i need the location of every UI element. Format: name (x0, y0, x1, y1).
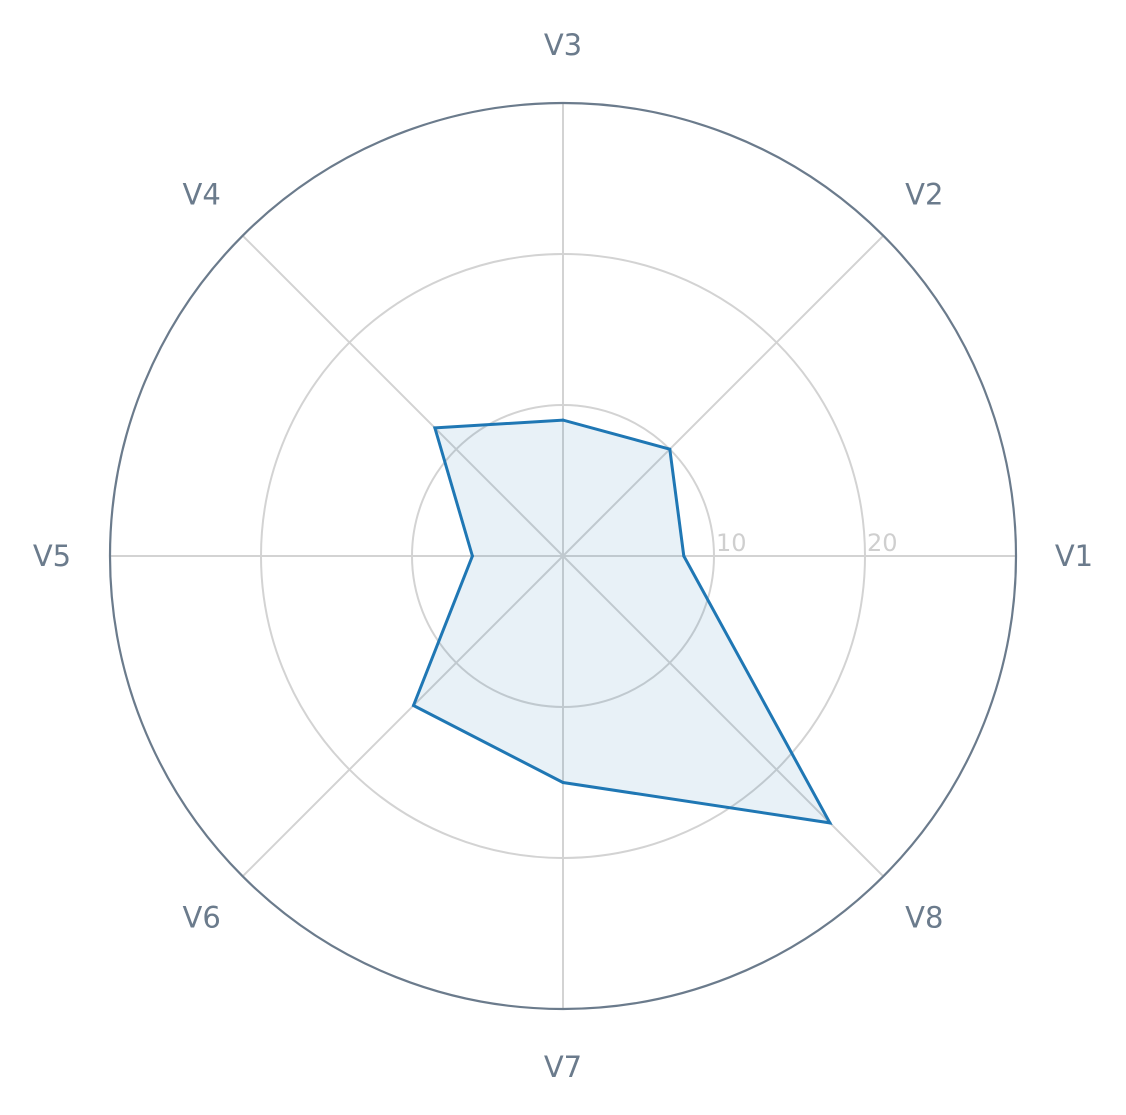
radar-series-layer (411, 418, 833, 825)
data-point-v7 (561, 781, 565, 784)
axis-label-v2: V2 (905, 178, 943, 212)
data-point-v6 (412, 703, 416, 707)
spoke-v2 (562, 234, 885, 557)
ring-label-10: 10 (716, 529, 747, 557)
spoke-v4 (241, 234, 564, 557)
axis-label-v1: V1 (1055, 539, 1093, 573)
axis-label-v7: V7 (544, 1050, 582, 1084)
data-point-v1 (682, 554, 686, 558)
axis-label-v5: V5 (33, 539, 71, 573)
ring-label-20: 20 (867, 529, 898, 557)
radar-label-layer: 10 20 V1 V2 V3 V4 V5 V6 V7 V8 (33, 28, 1093, 1084)
radar-grid (108, 101, 1018, 1011)
axis-label-v4: V4 (183, 178, 221, 212)
spoke-v6 (241, 555, 564, 878)
data-point-v3 (561, 418, 565, 422)
data-point-v4 (433, 426, 437, 430)
data-point-v2 (668, 447, 672, 451)
axis-label-v3: V3 (544, 28, 582, 62)
data-point-v8 (828, 821, 832, 825)
outer-frame (108, 101, 1018, 1011)
axis-label-v8: V8 (905, 900, 943, 934)
axis-label-v6: V6 (183, 900, 221, 934)
data-point-v5 (470, 554, 474, 558)
series-area (413, 420, 830, 823)
